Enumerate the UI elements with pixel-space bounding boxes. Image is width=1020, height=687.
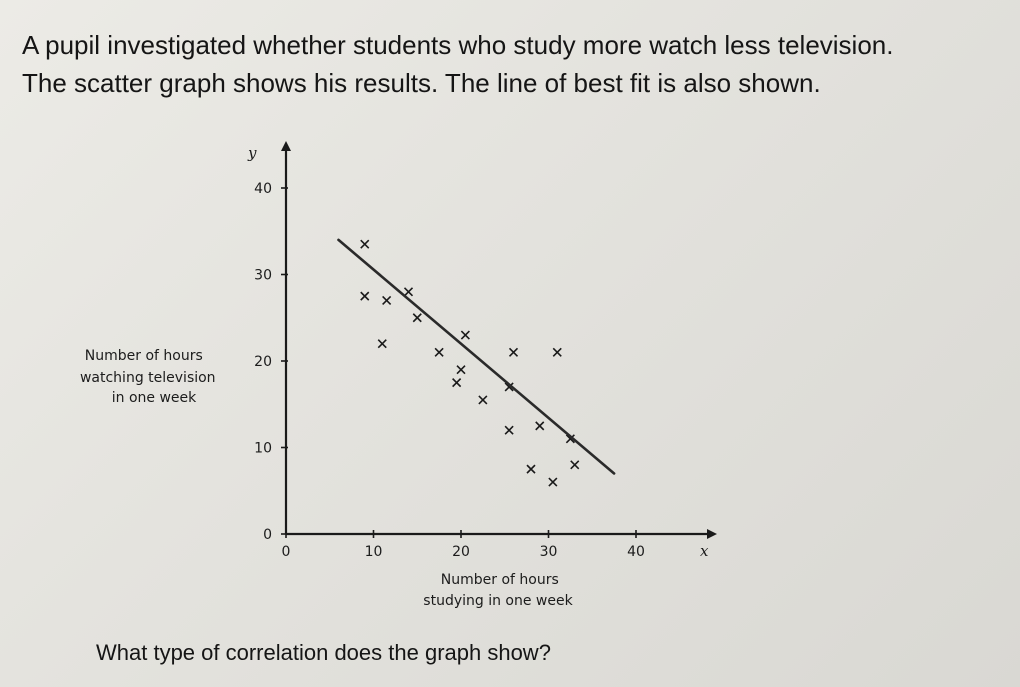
- y-tick-label: 30: [254, 268, 272, 284]
- data-point-13: [478, 395, 488, 405]
- data-point-16: [535, 421, 545, 431]
- question-line-2: The scatter graph shows his results. The…: [22, 68, 821, 98]
- x-tick-label: 0: [282, 544, 291, 560]
- data-point-15: [504, 425, 514, 435]
- data-point-20: [570, 460, 580, 470]
- y-axis-title-line-1: Number of hours: [85, 348, 203, 364]
- y-tick-label: 40: [254, 181, 272, 197]
- correlation-question: What type of correlation does the graph …: [96, 640, 551, 665]
- best-fit-line-group: [337, 238, 616, 475]
- data-point-10: [452, 378, 462, 388]
- data-point-9: [456, 365, 466, 375]
- y-tick-label: 10: [254, 441, 272, 457]
- data-points: [360, 239, 580, 487]
- y-axis-title: Number of hours watching television in o…: [80, 348, 220, 406]
- data-point-14: [504, 382, 514, 392]
- data-point-2: [360, 291, 370, 301]
- question-line-1: A pupil investigated whether students wh…: [22, 30, 894, 60]
- x-axis-title: Number of hours studying in one week: [423, 572, 573, 609]
- data-point-3: [382, 295, 392, 306]
- x-axis-title-line-1: Number of hours: [441, 572, 559, 588]
- x-tick-label: 20: [452, 544, 470, 560]
- data-point-4: [403, 287, 414, 297]
- data-point-17: [565, 434, 575, 444]
- data-point-1: [360, 239, 370, 249]
- data-point-8: [460, 330, 470, 340]
- x-tick-label: 40: [627, 544, 645, 560]
- axis-ticks: 0 10 20 30 40 0 10 20 30 40: [254, 181, 645, 560]
- y-axis-title-line-2: watching television: [80, 370, 216, 386]
- y-axis-title-line-3: in one week: [112, 390, 197, 406]
- best-fit-line: [337, 238, 616, 475]
- data-point-12: [552, 347, 562, 357]
- data-point-18: [526, 464, 536, 474]
- data-point-11: [508, 347, 519, 357]
- data-point-5: [412, 313, 422, 323]
- data-point-7: [434, 347, 444, 357]
- y-tick-label: 20: [254, 354, 272, 370]
- x-tick-label: 10: [365, 544, 383, 560]
- x-axis-title-line-2: studying in one week: [423, 593, 573, 609]
- data-point-19: [548, 477, 558, 487]
- y-axis-variable: y: [247, 144, 257, 162]
- x-axis-variable: x: [700, 542, 709, 560]
- y-tick-label: 0: [263, 527, 272, 543]
- question-text: A pupil investigated whether students wh…: [22, 26, 1012, 102]
- x-tick-label: 30: [540, 544, 558, 560]
- data-point-6: [377, 339, 387, 349]
